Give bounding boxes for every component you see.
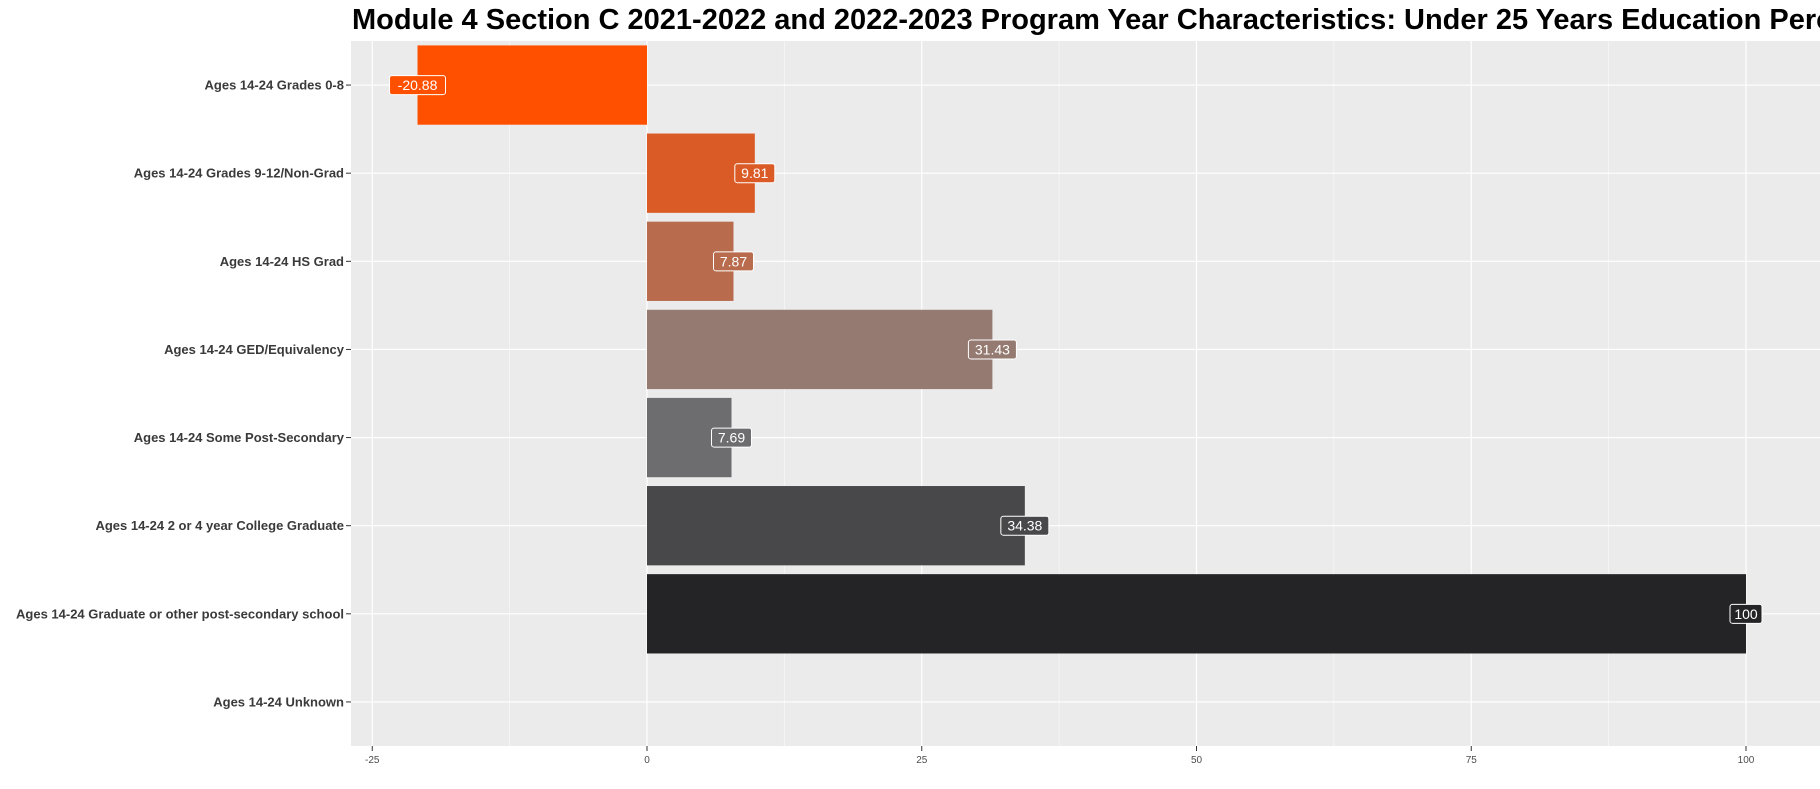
- data-label: 31.43: [967, 339, 1017, 360]
- data-label-text: 34.38: [1007, 518, 1042, 534]
- x-tick-label: 25: [916, 755, 928, 766]
- bars: [417, 45, 1746, 654]
- data-label-box: [712, 251, 754, 272]
- x-tick-label: 50: [1191, 755, 1203, 766]
- x-tick-label: 100: [1738, 755, 1755, 766]
- category-label: Ages 14-24 Grades 9-12/Non-Grad: [134, 166, 344, 181]
- data-label-box: [734, 163, 776, 184]
- data-label-box: [967, 339, 1017, 360]
- data-label-text: 7.69: [718, 430, 745, 446]
- bar: [647, 486, 1025, 566]
- data-label: 7.87: [712, 251, 754, 272]
- data-label: 9.81: [734, 163, 776, 184]
- data-label: -20.88: [389, 75, 447, 96]
- data-label-box: [1000, 515, 1050, 536]
- category-label: Ages 14-24 2 or 4 year College Graduate: [95, 518, 344, 533]
- data-label-text: -20.88: [398, 77, 438, 93]
- x-tick-label: 75: [1466, 755, 1478, 766]
- chart-title: Module 4 Section C 2021-2022 and 2022-20…: [352, 4, 1820, 36]
- bar: [647, 309, 993, 390]
- axes: Ages 14-24 Grades 0-8 Ages 14-24 Grades 9…: [16, 78, 1755, 766]
- data-label: 7.69: [711, 427, 753, 448]
- data-labels: -20.88 9.81 7.87 31.43 7.69 34.38 100: [389, 75, 1763, 624]
- x-tick-label: 0: [644, 755, 650, 766]
- bar: [647, 574, 1746, 654]
- category-label: Ages 14-24 Some Post-Secondary: [134, 430, 345, 445]
- category-label: Ages 14-24 Grades 0-8: [205, 78, 344, 93]
- data-label-text: 100: [1734, 606, 1758, 622]
- category-label: Ages 14-24 HS Grad: [220, 254, 344, 269]
- data-label-text: 9.81: [741, 165, 768, 181]
- data-label-text: 31.43: [975, 341, 1010, 357]
- data-label: 100: [1729, 603, 1763, 624]
- bar: [417, 45, 647, 125]
- data-label-box: [711, 427, 753, 448]
- category-label: Ages 14-24 GED/Equivalency: [164, 342, 345, 357]
- data-label-box: [389, 75, 447, 96]
- category-label: Ages 14-24 Unknown: [213, 694, 344, 709]
- data-label-box: [1729, 603, 1763, 624]
- data-label: 34.38: [1000, 515, 1050, 536]
- data-label-text: 7.87: [720, 253, 747, 269]
- category-label: Ages 14-24 Graduate or other post-second…: [16, 606, 344, 621]
- x-tick-label: -25: [365, 755, 380, 766]
